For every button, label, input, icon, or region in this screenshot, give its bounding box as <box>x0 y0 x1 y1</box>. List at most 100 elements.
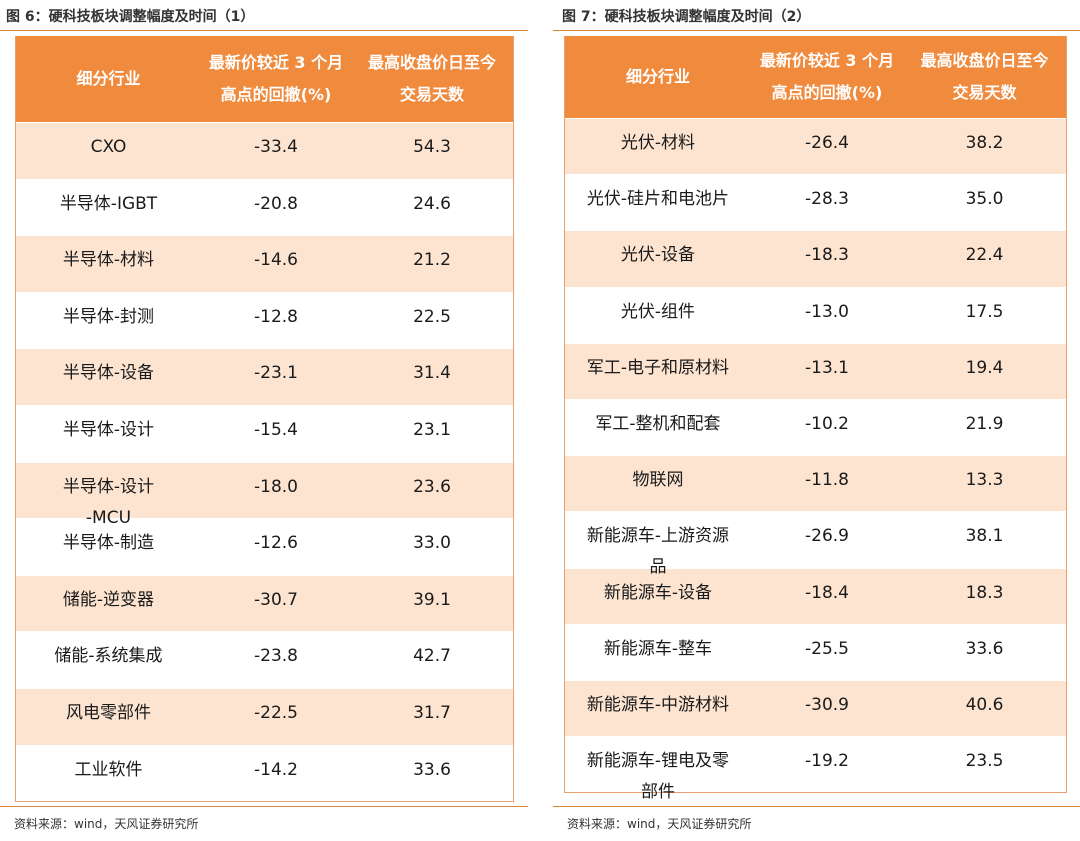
figure-title: 图 7：硬科技板块调整幅度及时间（2） <box>562 9 811 25</box>
table-row: 工业软件 -14.2 33.6 <box>16 744 513 803</box>
drawdown-cell: -23.1 <box>254 363 298 384</box>
drawdown-cell: -15.4 <box>254 419 298 440</box>
header-drawdown: 最新价较近 3 个月 高点的回撤(%) <box>751 36 903 118</box>
days-cell: 23.1 <box>413 419 451 440</box>
days-cell: 21.2 <box>413 250 451 271</box>
industry-cell: 新能源车-中游材料 <box>586 694 730 715</box>
source-note: 资料来源：wind，天风证券研究所 <box>14 817 199 831</box>
table-header: 细分行业 最新价较近 3 个月 高点的回撤(%) 最高收盘价日至今 交易天数 <box>16 36 513 122</box>
industry-cell: 半导体-设计 <box>62 419 155 440</box>
industry-cell: 半导体-设备 <box>62 363 155 384</box>
drawdown-cell: -19.2 <box>805 751 849 772</box>
industry-cell: 半导体-IGBT <box>59 193 158 214</box>
days-cell: 33.6 <box>965 638 1004 659</box>
days-cell: 18.3 <box>965 582 1004 603</box>
table-row: 半导体-设计 -15.4 23.1 <box>16 404 513 462</box>
drawdown-cell: -13.1 <box>805 357 849 378</box>
table-header: 细分行业 最新价较近 3 个月 高点的回撤(%) 最高收盘价日至今 交易天数 <box>565 36 1066 118</box>
drawdown-cell: -12.8 <box>254 306 298 327</box>
table-row: 半导体-设备 -23.1 31.4 <box>16 348 513 405</box>
drawdown-cell: -18.4 <box>805 582 849 603</box>
industry-cell: 新能源车-整车 <box>603 638 713 659</box>
header-drawdown-line2: 高点的回撤(%) <box>220 85 332 104</box>
industry-cell: 半导体-设计 -MCU <box>62 476 155 528</box>
industry-cell: 新能源车-设备 <box>603 582 713 603</box>
drawdown-cell: -30.7 <box>254 589 298 610</box>
table-row: 物联网 -11.8 13.3 <box>565 455 1066 512</box>
footer-rule <box>553 806 1080 807</box>
days-cell: 42.7 <box>413 646 451 667</box>
industry-cell: 半导体-材料 <box>62 250 155 271</box>
drawdown-cell: -10.2 <box>805 413 849 434</box>
drawdown-cell: -11.8 <box>805 470 849 491</box>
header-industry: 细分行业 <box>625 67 690 86</box>
days-cell: 31.4 <box>413 363 451 384</box>
table-row: 半导体-IGBT -20.8 24.6 <box>16 178 513 236</box>
days-cell: 38.2 <box>965 133 1004 153</box>
days-cell: 22.5 <box>413 306 451 327</box>
industry-cell: 物联网 <box>632 470 684 491</box>
industry-cell: 半导体-封测 <box>62 306 155 327</box>
drawdown-cell: -22.5 <box>254 702 298 723</box>
industry-cell: 风电零部件 <box>66 702 151 723</box>
table-row: 新能源车-中游材料 -30.9 40.6 <box>565 679 1066 737</box>
industry-cell: 半导体-制造 <box>62 533 155 554</box>
table-row: 半导体-材料 -14.6 21.2 <box>16 235 513 292</box>
header-days-line1: 最高收盘价日至今 <box>367 53 496 72</box>
title-rule <box>553 30 1080 31</box>
industry-cell: 新能源车-上游资源品 <box>586 526 730 578</box>
table-row: 新能源车-锂电及零 部件 -19.2 23.5 <box>565 736 1066 803</box>
days-cell: 13.3 <box>965 470 1004 491</box>
header-days-line1: 最高收盘价日至今 <box>920 51 1049 70</box>
industry-cell: 光伏-组件 <box>620 301 696 322</box>
days-cell: 17.5 <box>965 301 1004 322</box>
title-rule <box>0 30 528 31</box>
header-drawdown: 最新价较近 3 个月 高点的回撤(%) <box>201 36 351 122</box>
header-drawdown-line1: 最新价较近 3 个月 <box>208 53 344 72</box>
table-row: 新能源车-整车 -25.5 33.6 <box>565 623 1066 680</box>
industry-cell: 储能-逆变器 <box>62 589 155 610</box>
drawdown-cell: -13.0 <box>805 301 849 322</box>
footer-rule <box>0 806 528 807</box>
table-row: 半导体-制造 -12.6 33.0 <box>16 518 513 575</box>
days-cell: 33.0 <box>413 533 451 554</box>
source-note: 资料来源：wind，天风证券研究所 <box>567 817 752 831</box>
table-row: 光伏-组件 -13.0 17.5 <box>565 286 1066 343</box>
table-row: 储能-系统集成 -23.8 42.7 <box>16 631 513 688</box>
table-row: CXO -33.4 54.3 <box>16 122 513 179</box>
header-days: 最高收盘价日至今 交易天数 <box>351 36 513 122</box>
drawdown-cell: -33.4 <box>254 137 298 157</box>
table-row: 光伏-材料 -26.4 38.2 <box>565 118 1066 175</box>
table-body: 光伏-材料 -26.4 38.2 光伏-硅片和电池片 -28.3 35.0 光伏-设备 -18… <box>565 118 1066 803</box>
table-row: 新能源车-设备 -18.4 18.3 <box>565 567 1066 624</box>
industry-cell: 光伏-材料 <box>620 133 696 153</box>
days-cell: 33.6 <box>413 759 451 780</box>
drawdown-cell: -23.8 <box>254 646 298 667</box>
drawdown-cell: -18.0 <box>254 476 298 497</box>
table-row: 风电零部件 -22.5 31.7 <box>16 687 513 745</box>
header-drawdown-line1: 最新价较近 3 个月 <box>759 51 895 70</box>
days-cell: 21.9 <box>965 413 1004 434</box>
data-table: 细分行业 最新价较近 3 个月 高点的回撤(%) 最高收盘价日至今 交易天数 C… <box>15 36 514 803</box>
days-cell: 39.1 <box>413 589 451 610</box>
days-cell: 19.4 <box>965 357 1004 378</box>
days-cell: 35.0 <box>965 189 1004 210</box>
drawdown-cell: -26.4 <box>805 133 849 153</box>
table-row: 光伏-硅片和电池片 -28.3 35.0 <box>565 174 1066 231</box>
table-row: 半导体-设计 -MCU -18.0 23.6 <box>16 461 513 528</box>
drawdown-cell: -28.3 <box>805 189 849 210</box>
industry-cell: 光伏-设备 <box>620 245 696 266</box>
header-days: 最高收盘价日至今 交易天数 <box>903 36 1066 118</box>
industry-cell: 光伏-硅片和电池片 <box>586 189 730 210</box>
table-row: 储能-逆变器 -30.7 39.1 <box>16 574 513 632</box>
figure-title: 图 6：硬科技板块调整幅度及时间（1） <box>6 9 255 25</box>
industry-cell: 新能源车-锂电及零 部件 <box>586 751 730 803</box>
drawdown-cell: -26.9 <box>805 526 849 547</box>
days-cell: 23.6 <box>413 476 451 497</box>
industry-cell: 工业软件 <box>74 759 143 780</box>
table-row: 新能源车-上游资源品 -26.9 38.1 <box>565 511 1066 578</box>
days-cell: 31.7 <box>413 702 451 723</box>
table-row: 光伏-设备 -18.3 22.4 <box>565 230 1066 287</box>
drawdown-cell: -20.8 <box>254 193 298 214</box>
table-body: CXO -33.4 54.3 半导体-IGBT -20.8 24.6 半导体-材料 -14.6… <box>16 122 513 803</box>
